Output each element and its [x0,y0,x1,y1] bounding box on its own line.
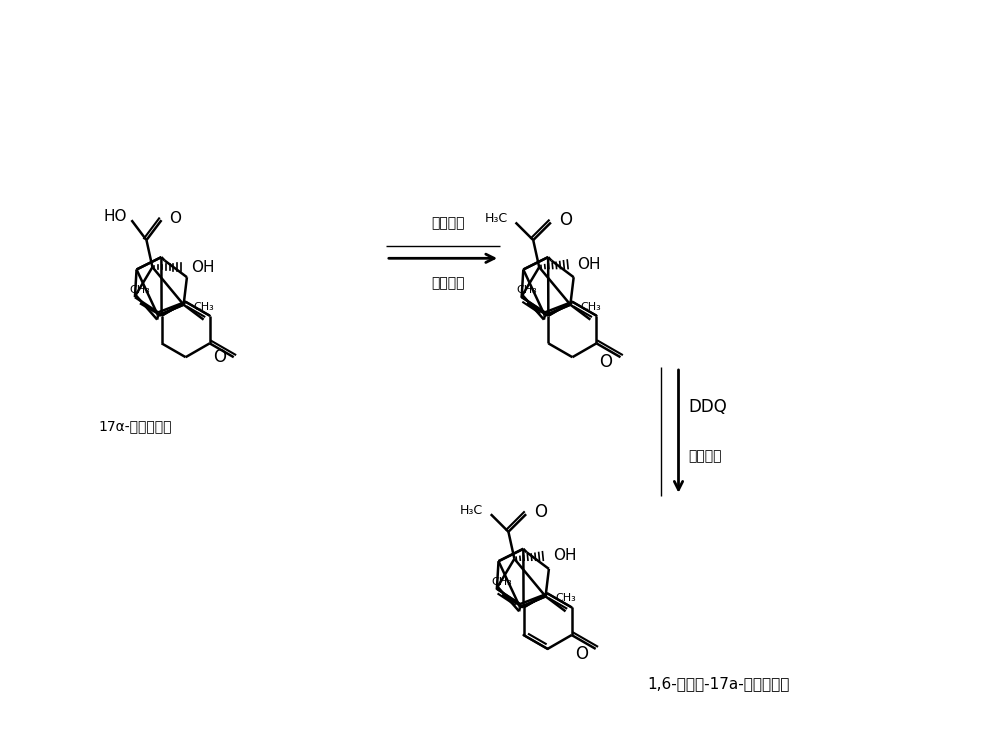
Text: CH₃: CH₃ [516,285,537,295]
Text: O: O [213,348,226,366]
Text: 1,6-双脱氢-17a-羟基黄体酮: 1,6-双脱氢-17a-羟基黄体酮 [647,676,789,691]
Text: 17α-羟基黄体酮: 17α-羟基黄体酮 [98,419,172,433]
Text: OH: OH [578,257,601,272]
Text: HO: HO [103,208,127,223]
Text: 二氧六环: 二氧六环 [688,449,722,463]
Text: CH₃: CH₃ [555,593,576,604]
Text: O: O [169,211,181,226]
Text: O: O [575,645,588,663]
Text: H₃C: H₃C [460,503,483,517]
Text: O: O [559,211,572,229]
Text: CH₃: CH₃ [492,577,512,587]
Text: 四氯苯醌: 四氯苯醌 [431,217,465,231]
Text: CH₃: CH₃ [193,302,214,311]
Text: DDQ: DDQ [688,397,727,415]
Text: O: O [534,503,547,521]
Text: OH: OH [553,548,576,563]
Text: 乙酸乙酯: 乙酸乙酯 [431,276,465,290]
Text: O: O [600,353,613,371]
Text: CH₃: CH₃ [130,285,150,295]
Text: H₃C: H₃C [484,212,508,225]
Text: OH: OH [191,260,214,275]
Text: CH₃: CH₃ [580,302,601,311]
